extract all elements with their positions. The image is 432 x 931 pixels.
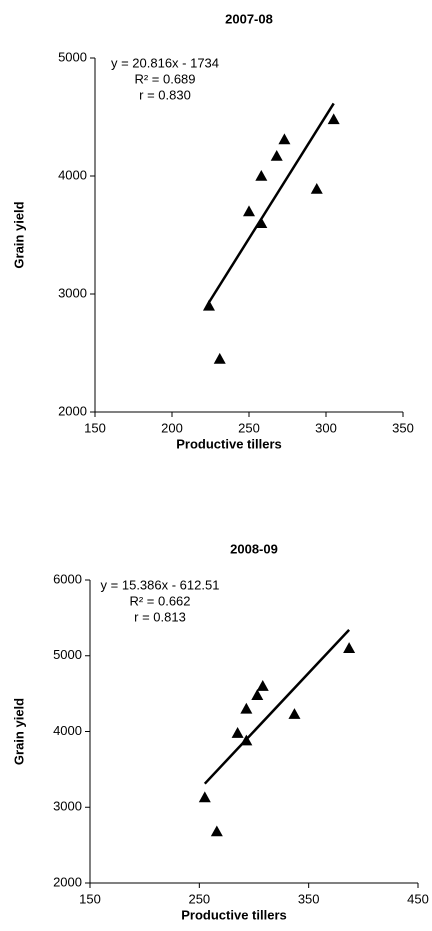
y-tick-label: 3000 — [53, 799, 82, 814]
x-tick-label: 150 — [84, 420, 106, 435]
data-point — [327, 113, 340, 125]
data-point — [343, 642, 356, 653]
x-tick-label: 250 — [238, 420, 260, 435]
equation-text: y = 15.386x - 612.51 — [101, 577, 220, 592]
y-axis-label: Grain yield — [11, 201, 26, 268]
x-tick-label: 150 — [79, 891, 101, 906]
y-tick-label: 2000 — [53, 874, 82, 889]
x-tick-label: 450 — [407, 891, 429, 906]
x-tick-label: 250 — [188, 891, 210, 906]
trend-line — [203, 628, 351, 785]
equation-text: y = 20.816x - 1734 — [111, 55, 219, 70]
y-tick-label: 2000 — [58, 403, 87, 418]
equation-text: r = 0.813 — [134, 609, 186, 624]
data-point — [278, 133, 291, 145]
y-tick-label: 5000 — [53, 647, 82, 662]
data-point — [256, 680, 269, 691]
x-tick-label: 350 — [392, 420, 414, 435]
equation-text: r = 0.830 — [139, 87, 191, 102]
data-point — [231, 727, 244, 738]
data-point — [288, 708, 301, 719]
x-tick-label: 300 — [315, 420, 337, 435]
data-point — [310, 182, 323, 194]
x-axis-label: Productive tillers — [181, 907, 286, 922]
x-axis-label: Productive tillers — [176, 436, 281, 451]
data-point — [198, 791, 211, 803]
data-point — [251, 689, 264, 700]
data-point — [210, 825, 223, 837]
data-point — [202, 299, 215, 311]
x-tick-label: 200 — [161, 420, 183, 435]
data-point — [270, 149, 283, 161]
x-tick-label: 350 — [298, 891, 320, 906]
data-point — [243, 205, 255, 217]
data-point — [213, 352, 226, 364]
chart: 2008-09 2000 3000 4000 5000 6000 150 250 350 450 P… — [11, 541, 428, 922]
data-point — [255, 170, 268, 181]
chart: 2007-08 2000 3000 4000 5000 150 200 250 300 350 Pr… — [11, 11, 413, 451]
y-axis-label: Grain yield — [11, 698, 26, 765]
data-point — [240, 702, 253, 714]
equation-text: R² = 0.689 — [134, 71, 195, 86]
trend-line — [207, 102, 335, 304]
y-tick-label: 5000 — [58, 49, 87, 64]
equation-text: R² = 0.662 — [129, 593, 190, 608]
y-tick-label: 3000 — [58, 285, 87, 300]
chart-title: 2007-08 — [225, 11, 273, 26]
chart-title: 2008-09 — [230, 541, 278, 556]
data-point — [255, 217, 268, 228]
y-tick-label: 6000 — [53, 571, 82, 586]
data-point — [240, 734, 253, 746]
y-tick-label: 4000 — [53, 723, 82, 738]
y-tick-label: 4000 — [58, 167, 87, 182]
